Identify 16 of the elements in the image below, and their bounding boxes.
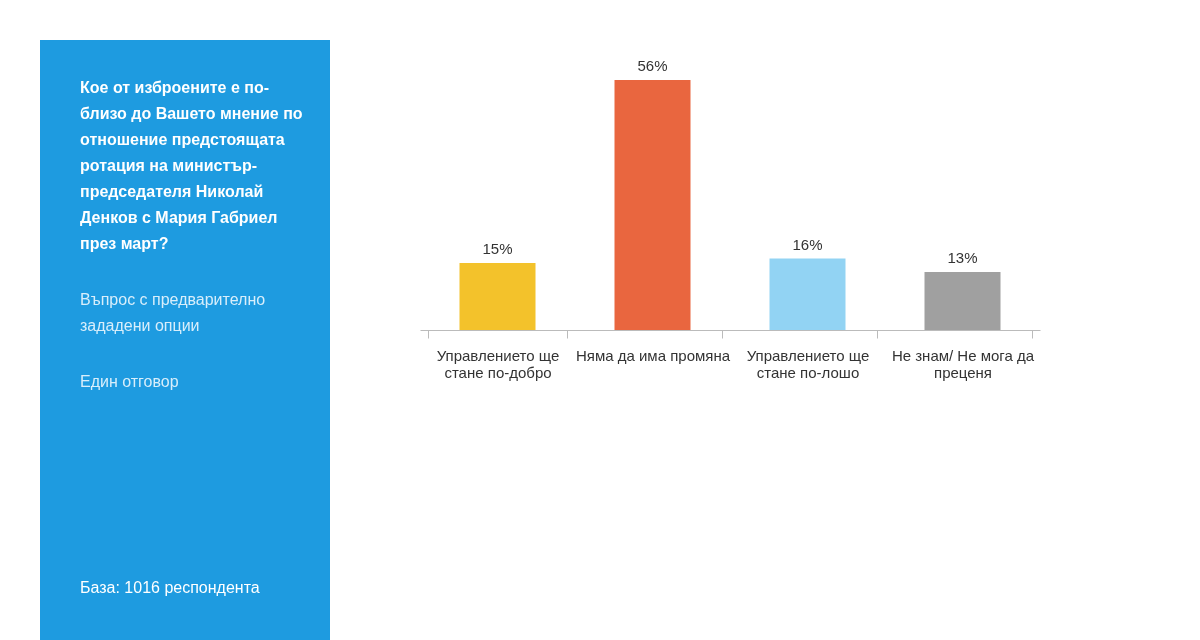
- bar: [769, 258, 846, 330]
- data-label: 15%: [482, 240, 513, 258]
- text: База: 1016 респондента: [80, 579, 260, 596]
- x-tick-label: Не знам/ Не мога да преценя: [891, 346, 1035, 381]
- x-tick-label: Няма да има промяна: [575, 346, 731, 364]
- text: Един отговор: [80, 373, 179, 390]
- text: Кое от изброените е по-близо до Вашето мнение по отношение предстоящата ротация на министър-председателя Николай Денков с Мария Габриел през март?: [80, 79, 303, 252]
- text: Въпрос с предварително зададени опции: [80, 291, 266, 334]
- data-label: 16%: [792, 235, 823, 253]
- x-tick-label: Управлението ще стане по-добро: [436, 346, 560, 381]
- data-label: 56%: [637, 57, 668, 74]
- bar: [614, 80, 691, 330]
- bar: [924, 271, 1001, 330]
- x-tick-label: Управлението ще стане по-лошо: [746, 346, 870, 381]
- bar: [459, 263, 536, 330]
- data-label: 13%: [947, 248, 978, 266]
